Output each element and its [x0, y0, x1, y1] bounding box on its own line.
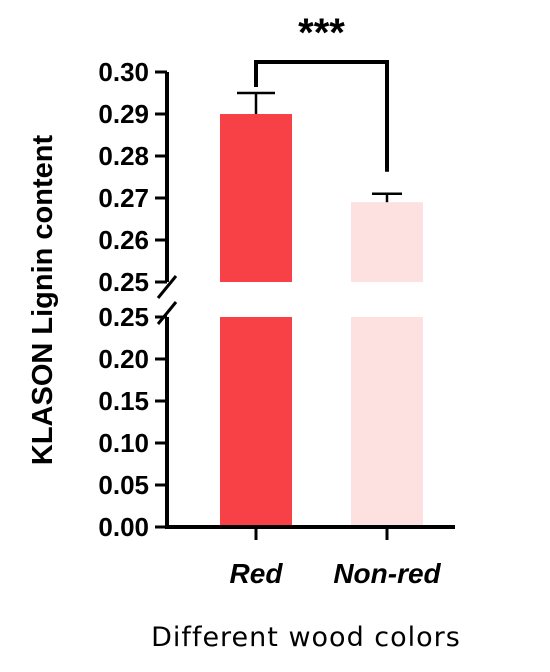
- y-upper-tick-label-3: 0.28: [98, 141, 149, 171]
- y-upper-tick-label-0: 0.25: [98, 267, 149, 297]
- y-lower-tick-label-0: 0.00: [98, 512, 149, 542]
- category-label-red: Red: [230, 558, 284, 589]
- y-lower-tick-label-5: 0.25: [98, 302, 149, 332]
- significance-bracket: ***: [254, 11, 389, 172]
- x-category-labels: Red Non-red: [230, 558, 442, 589]
- significance-bracket-line: [254, 60, 389, 172]
- y-upper-tick-label-1: 0.26: [98, 225, 149, 255]
- y-axis: [156, 72, 455, 540]
- axis-break-mark-lower: [156, 301, 178, 325]
- y-upper-tick-label-5: 0.30: [98, 57, 149, 87]
- y-lower-tick-label-2: 0.10: [98, 428, 149, 458]
- bar-non-red-lower: [351, 317, 423, 527]
- x-axis-label: Different wood colors: [151, 622, 461, 653]
- y-axis-label: KLASON Lignin content: [27, 135, 59, 466]
- y-lower-tick-label-1: 0.05: [98, 470, 149, 500]
- y-tick-labels: 0.00 0.05 0.10 0.15 0.20 0.25 0.25 0.26 0.27 0.28…: [98, 57, 167, 542]
- bars-upper-segment: [220, 114, 423, 282]
- y-lower-tick-label-4: 0.20: [98, 344, 149, 374]
- bar-red-lower: [220, 317, 292, 527]
- y-upper-tick-label-4: 0.29: [98, 99, 149, 129]
- bars-lower-segment: [220, 317, 423, 527]
- bar-red-upper: [220, 114, 292, 282]
- category-label-non-red: Non-red: [333, 558, 441, 589]
- bar-non-red-upper: [351, 202, 423, 282]
- error-bars: [237, 91, 402, 203]
- y-lower-tick-label-3: 0.15: [98, 386, 149, 416]
- y-upper-tick-label-2: 0.27: [98, 183, 149, 213]
- axis-break-mark-upper: [156, 275, 178, 299]
- significance-label: ***: [298, 11, 345, 55]
